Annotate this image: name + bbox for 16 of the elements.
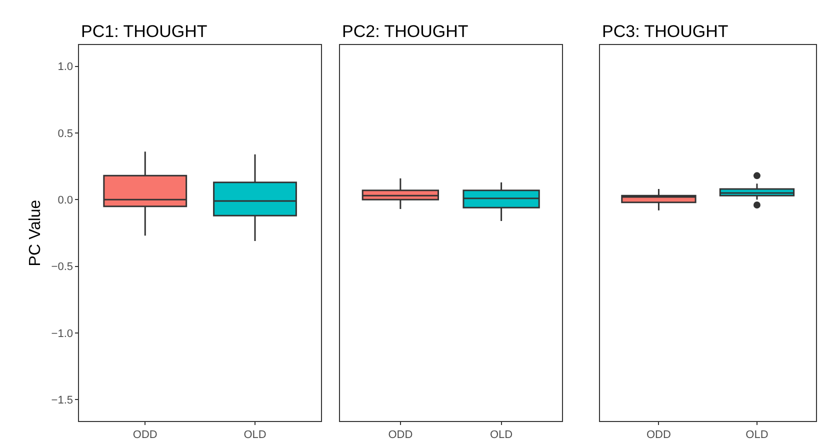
x-tick-label: ODD	[132, 429, 158, 441]
x-tick-label: OLD	[746, 429, 768, 441]
y-tick-label: 1.0	[58, 61, 73, 74]
y-tick-label: −0.5	[51, 261, 73, 274]
y-tick-label: 0.5	[58, 128, 73, 140]
x-tick-label: ODD	[646, 429, 671, 441]
chart-title: PC2: THOUGHT	[342, 22, 468, 41]
chart-title: PC3: THOUGHT	[602, 22, 728, 41]
y-tick-label: −1.5	[51, 394, 73, 407]
x-tick-label: ODD	[388, 429, 413, 441]
chart-title: PC1: THOUGHT	[81, 22, 208, 41]
y-tick-label: 0.0	[58, 194, 73, 207]
x-tick-label: OLD	[490, 429, 513, 441]
x-tick-label: OLD	[244, 429, 266, 441]
y-axis-title: PC Value	[27, 200, 44, 266]
y-tick-label: −1.0	[51, 328, 73, 340]
